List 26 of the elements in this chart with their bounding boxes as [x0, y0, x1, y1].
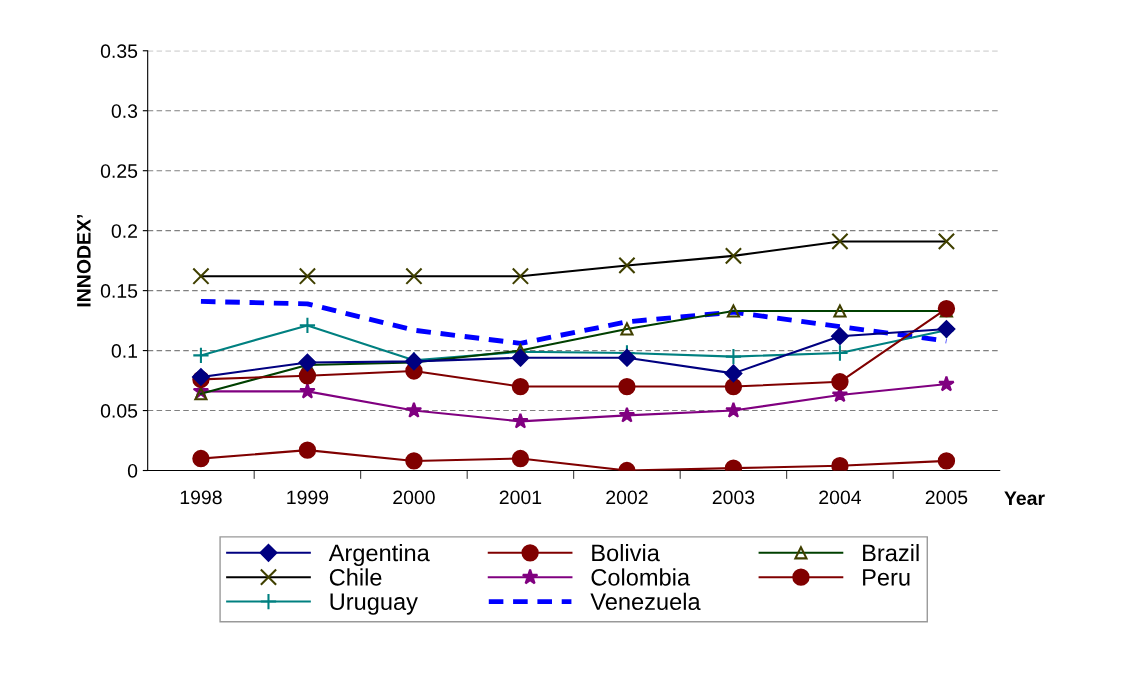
legend-label: Colombia: [591, 568, 691, 586]
y-tick-label: 0.05: [100, 404, 138, 418]
x-tick-label: 2000: [393, 490, 435, 505]
legend-label: Uruguay: [330, 593, 418, 615]
y-tick-label: 0.3: [111, 104, 138, 118]
x-tick-label: 2003: [712, 490, 755, 505]
y-tick-label: 0.1: [111, 344, 138, 358]
y-axis-title: INNODEX’: [76, 214, 91, 307]
legend-label: Chile: [329, 568, 382, 586]
legend-label: Bolivia: [592, 543, 660, 562]
y-tick-label: 0.35: [100, 44, 138, 59]
x-tick-label: 2005: [925, 490, 968, 505]
legend-label: Argentina: [328, 543, 430, 566]
legend-label: Peru: [863, 569, 910, 586]
y-tick-label: 0.25: [100, 164, 138, 178]
y-tick-label: 0.2: [111, 224, 137, 238]
legend-label: Venezuela: [590, 592, 701, 611]
x-tick-label: 2001: [499, 490, 542, 505]
x-tick-label: 2002: [606, 490, 648, 505]
y-tick-label: 0.15: [100, 284, 138, 298]
x-tick-label: 1998: [180, 490, 222, 505]
x-axis-title: Year: [1004, 491, 1045, 506]
legend-label: Brazil: [863, 543, 919, 562]
x-tick-label: 2004: [819, 490, 861, 505]
x-tick-label: 1999: [287, 490, 329, 505]
y-tick-label: 0: [127, 463, 138, 478]
